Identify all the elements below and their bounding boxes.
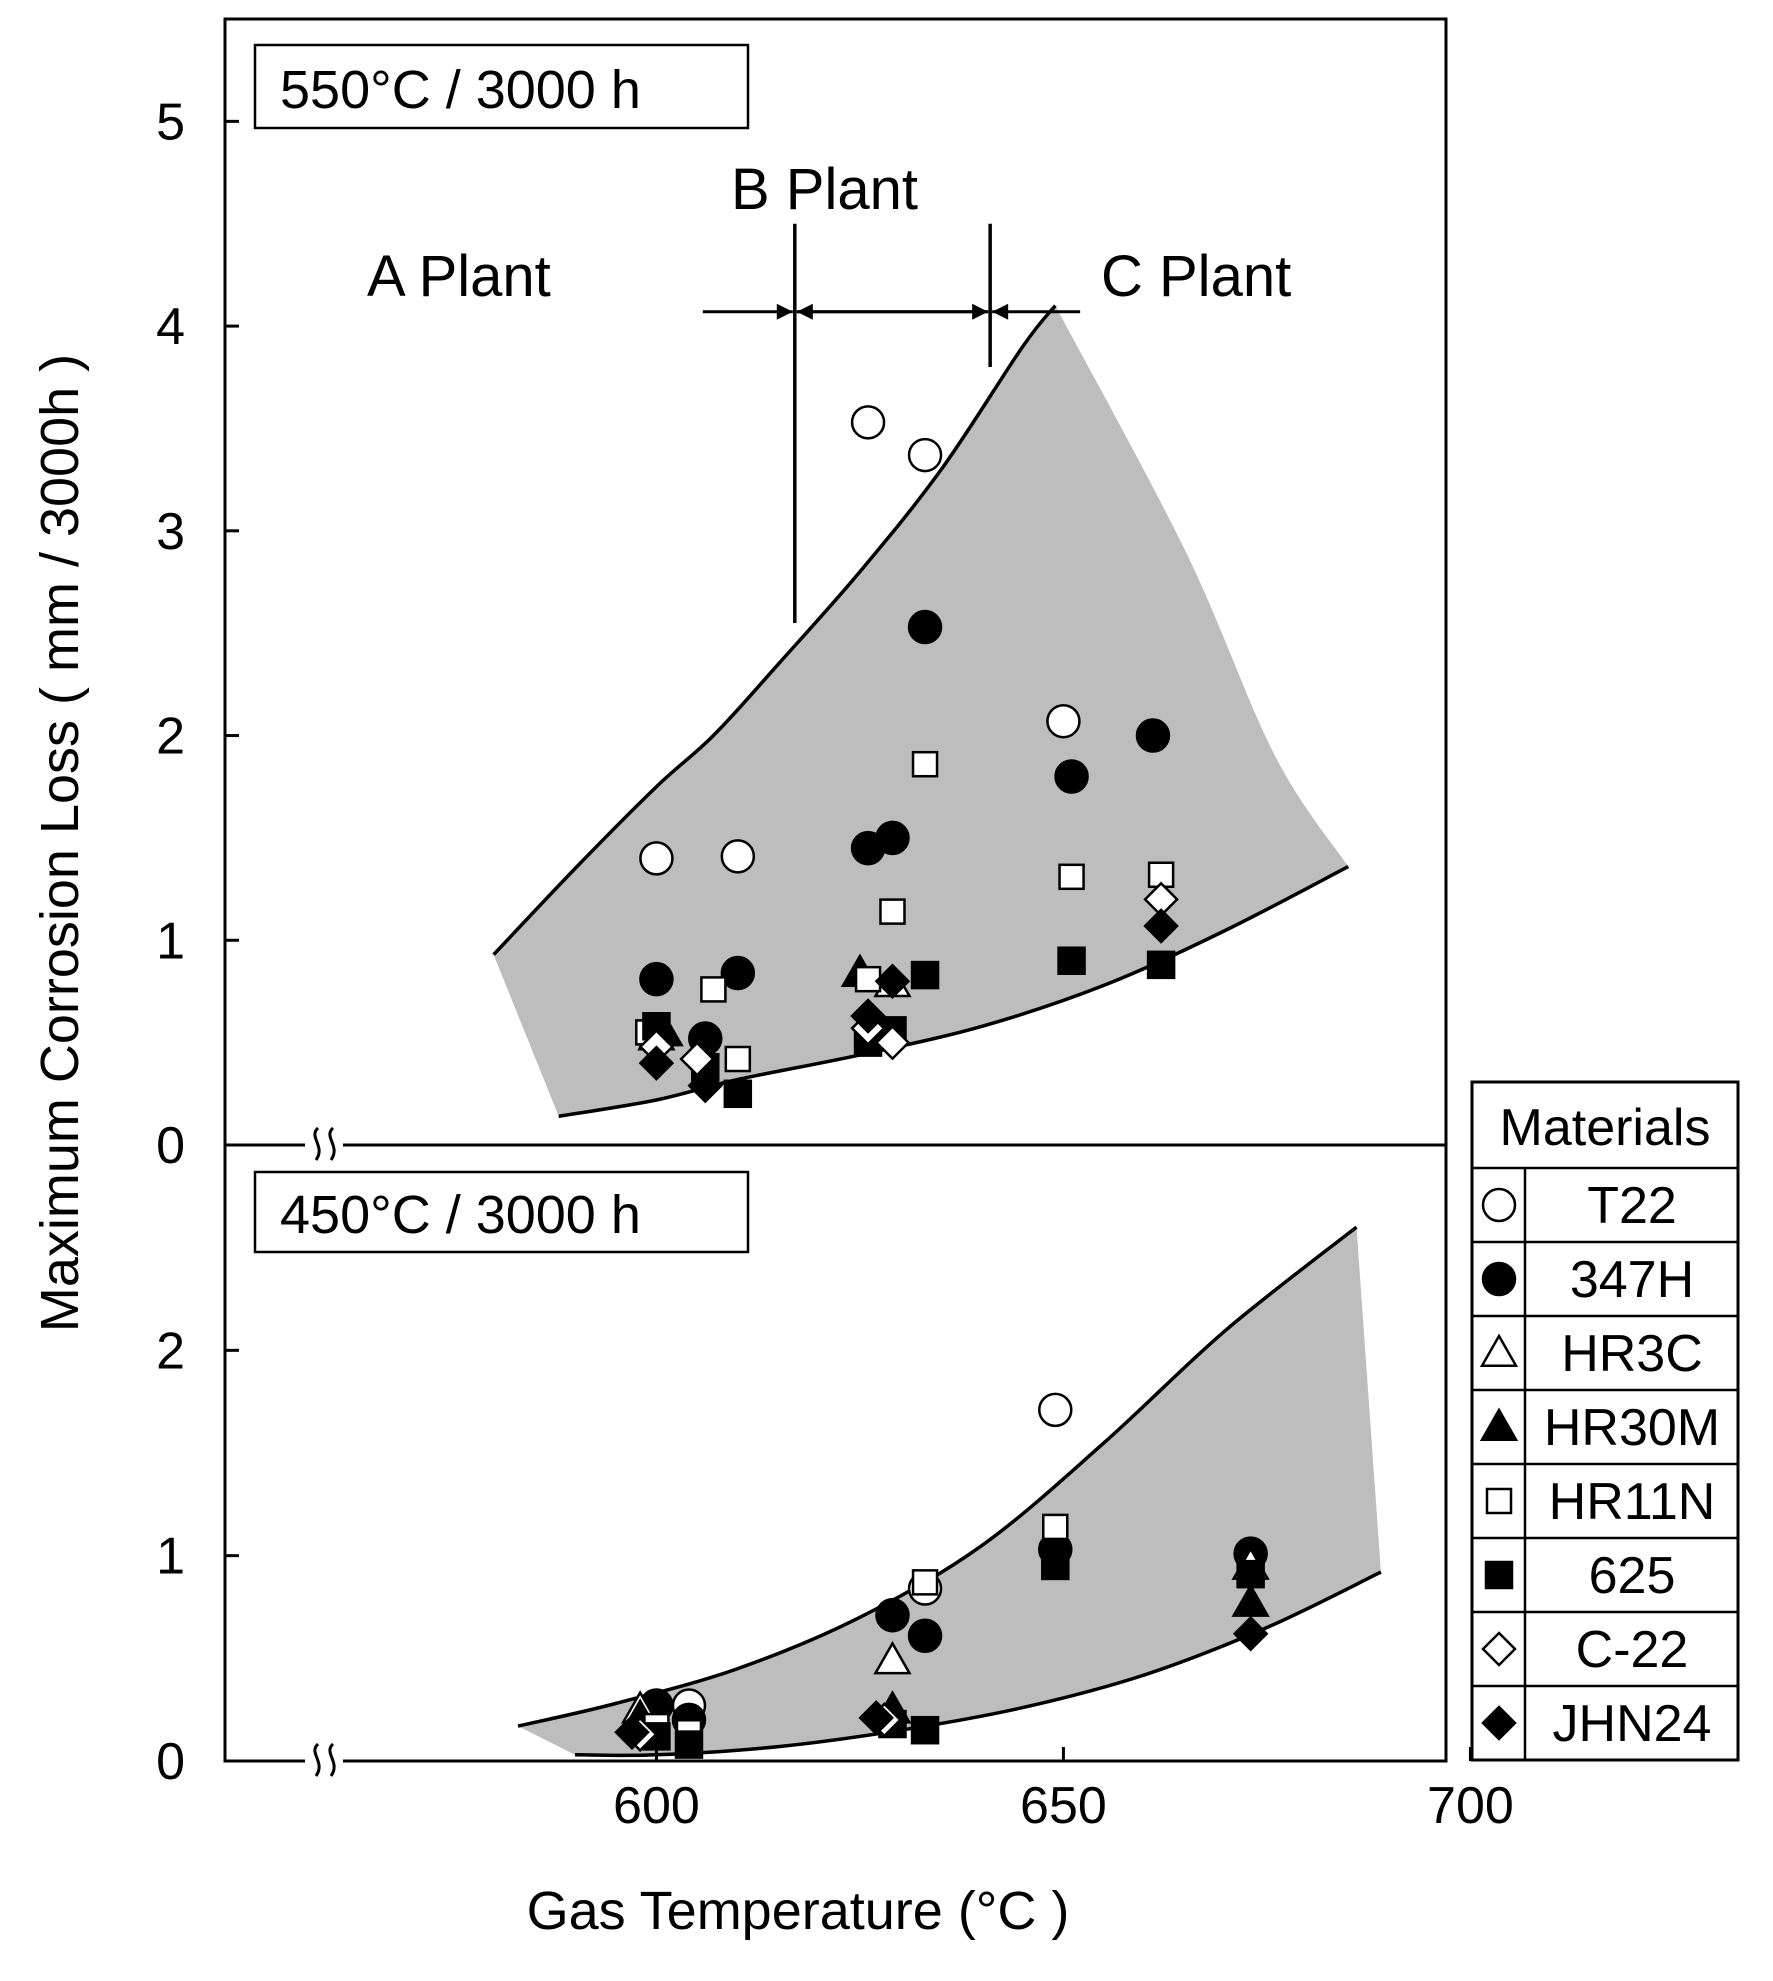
upper-panel-band-top-edge	[492, 304, 1057, 956]
lower-point-625	[1236, 1559, 1265, 1589]
legend-marker-t22	[1481, 1187, 1517, 1223]
upper-y-tick-label: 4	[156, 298, 185, 356]
plant-c-arrow-head	[992, 303, 1009, 320]
upper-point-c-22	[874, 1024, 911, 1061]
lower-y-tick-label: 1	[156, 1528, 185, 1586]
upper-point-hr11n	[879, 898, 906, 925]
lower-point-t22	[1038, 1392, 1073, 1428]
upper-y-tick-label: 3	[156, 503, 185, 561]
upper-y-tick-label: 0	[156, 1117, 185, 1175]
upper-point-t22	[639, 841, 674, 876]
upper-point-t22	[1046, 703, 1081, 739]
legend-title: Materials	[1500, 1099, 1711, 1157]
upper-point-347h	[907, 609, 943, 645]
axis-ticks: 0 1 2 3 4 5 0 1 2 600 650 700	[156, 93, 1514, 1835]
upper-point-jhn24	[687, 1067, 724, 1104]
legend: Materials T22 347H HR3C HR30M HR11N 625 C-22 JH…	[1470, 1080, 1740, 1762]
x-axis-title: Gas Temperature (°C )	[527, 1881, 1070, 1941]
upper-point-jhn24	[1143, 908, 1179, 944]
legend-marker-625	[1484, 1560, 1514, 1590]
upper-point-hr11n	[700, 976, 727, 1003]
plant-label-a: A Plant	[367, 244, 551, 309]
legend-label-347h: 347H	[1570, 1251, 1694, 1309]
lower-point-hr11n	[1042, 1513, 1069, 1541]
legend-marker-c-22	[1481, 1631, 1517, 1667]
plant-label-b: B Plant	[731, 157, 918, 222]
lower-point-625	[1041, 1551, 1070, 1581]
legend-label-hr3c: HR3C	[1561, 1325, 1703, 1383]
x-tick-label: 700	[1427, 1777, 1514, 1835]
y-axis-title: Maximum Corrosion Loss ( mm / 3000h )	[30, 354, 90, 1332]
upper-panel-band-bottom-edge	[558, 865, 1350, 1119]
upper-panel-label-box	[253, 43, 750, 130]
lower-point-347h	[907, 1618, 943, 1653]
upper-point-jhn24	[638, 1045, 675, 1081]
legend-label-jhn24: JHN24	[1553, 1695, 1712, 1753]
lower-point-jhn24	[1232, 1615, 1269, 1652]
plant-b-arrow-left-head	[796, 303, 813, 320]
legend-label-t22: T22	[1587, 1177, 1677, 1235]
legend-label-625: 625	[1589, 1547, 1676, 1605]
upper-point-t22	[907, 437, 943, 473]
plot-frame	[223, 17, 1448, 1763]
upper-point-347h	[875, 820, 910, 856]
lower-y-tick-label: 0	[156, 1733, 185, 1791]
lower-panel-label: 450°C / 3000 h	[280, 1185, 641, 1245]
lower-point-625	[642, 1722, 671, 1751]
upper-panel-label: 550°C / 3000 h	[280, 60, 641, 120]
legend-marker-hr30m	[1479, 1407, 1519, 1441]
plant-a-arrow-head	[776, 303, 793, 320]
legend-marker-347h	[1481, 1261, 1517, 1297]
legend-marker-hr3c	[1479, 1333, 1519, 1367]
plant-label-c: C Plant	[1101, 244, 1291, 309]
data-points	[614, 405, 1270, 1759]
upper-point-hr11n	[911, 750, 939, 778]
lower-point-hr3c	[873, 1640, 912, 1675]
legend-label-hr30m: HR30M	[1544, 1399, 1720, 1457]
upper-point-hr11n	[724, 1045, 752, 1073]
legend-marker-jhn24	[1481, 1705, 1517, 1741]
lower-point-625	[674, 1730, 704, 1759]
upper-point-625	[1146, 950, 1176, 980]
upper-point-jhn24	[874, 963, 911, 999]
lower-panel-band	[518, 1227, 1381, 1756]
lower-point-jhn24	[614, 1714, 650, 1751]
legend-label-hr11n: HR11N	[1549, 1473, 1716, 1531]
lower-point-hr11n	[911, 1569, 939, 1596]
lower-point-625	[910, 1715, 940, 1745]
upper-y-tick-label: 5	[156, 93, 185, 151]
upper-y-tick-label: 2	[156, 708, 185, 766]
upper-point-625	[1057, 946, 1086, 975]
upper-point-625	[723, 1079, 753, 1109]
lower-point-347h	[875, 1597, 910, 1633]
upper-point-c-22	[679, 1041, 715, 1077]
upper-point-347h	[1054, 759, 1089, 794]
legend-marker-hr11n	[1485, 1487, 1513, 1515]
upper-point-hr11n	[854, 965, 882, 993]
upper-point-hr11n	[1058, 863, 1085, 891]
upper-point-347h	[639, 961, 674, 997]
legend-label-c-22: C-22	[1576, 1621, 1689, 1679]
upper-point-t22	[720, 839, 756, 874]
plant-boundaries	[702, 223, 1081, 623]
upper-y-tick-label: 1	[156, 912, 185, 970]
lower-point-jhn24	[858, 1700, 894, 1736]
upper-point-347h	[720, 955, 756, 991]
x-tick-label: 600	[613, 1777, 700, 1835]
upper-point-347h	[1135, 718, 1171, 753]
lower-point-hr30m	[1231, 1583, 1270, 1617]
upper-point-jhn24	[850, 998, 886, 1034]
upper-point-625	[910, 960, 940, 990]
legend-frame	[1470, 1080, 1740, 1762]
lower-panel-label-box	[253, 1170, 750, 1254]
lower-y-tick-label: 2	[156, 1322, 185, 1380]
upper-panel-band	[493, 305, 1349, 1117]
axis-break-upper	[305, 1126, 343, 1163]
axis-break-lower	[305, 1742, 343, 1779]
upper-point-t22	[850, 405, 886, 440]
x-tick-label: 650	[1020, 1777, 1107, 1835]
